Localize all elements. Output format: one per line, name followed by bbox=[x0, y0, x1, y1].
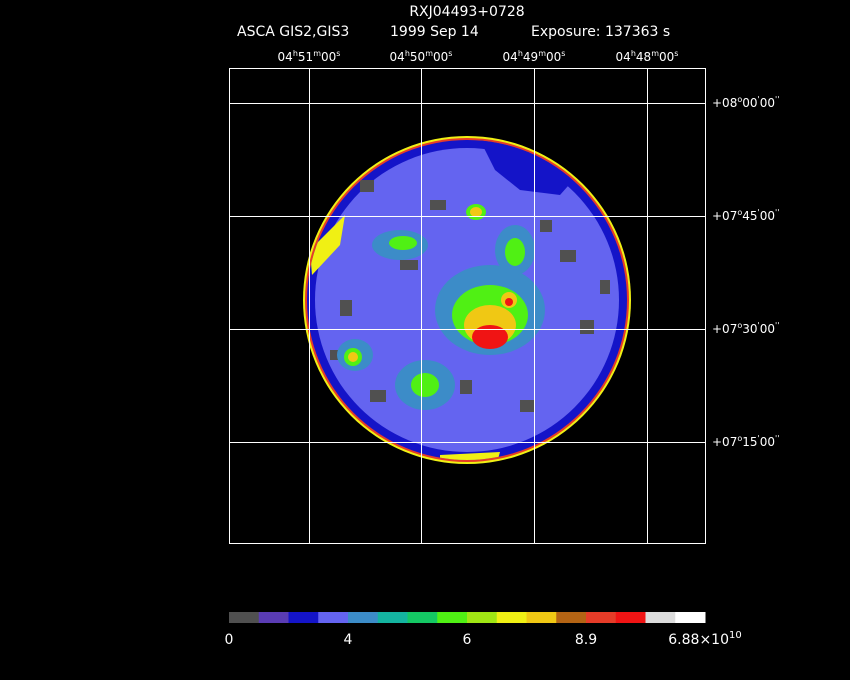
colorbar-label: 0 bbox=[225, 632, 234, 648]
unit-sup: h bbox=[405, 49, 410, 58]
unit-sup: s bbox=[674, 49, 678, 58]
colorbar-swatch bbox=[288, 612, 319, 623]
unit-sup: o bbox=[737, 434, 742, 443]
unit-sup: o bbox=[737, 95, 742, 104]
value-part: 48 bbox=[636, 50, 651, 64]
unit-sup: m bbox=[538, 49, 546, 58]
unit-sup: s bbox=[561, 49, 565, 58]
coordinate-label: +08o00'00'' bbox=[712, 95, 779, 110]
unit-sup: o bbox=[737, 208, 742, 217]
title: RXJ04493+0728 bbox=[409, 4, 524, 20]
unit-sup: h bbox=[518, 49, 523, 58]
value-part: 04 bbox=[278, 50, 293, 64]
colorbar-swatch bbox=[556, 612, 587, 623]
unit-sup: ' bbox=[758, 434, 760, 443]
value-part: 00 bbox=[742, 96, 757, 110]
value-part: 51 bbox=[298, 50, 313, 64]
colorbar-swatch bbox=[675, 612, 706, 623]
value-part: +08 bbox=[712, 96, 737, 110]
unit-sup: s bbox=[336, 49, 340, 58]
unit-sup: m bbox=[313, 49, 321, 58]
unit-sup: m bbox=[651, 49, 659, 58]
unit-sup: o bbox=[737, 321, 742, 330]
coordinate-label: +07o15'00'' bbox=[712, 434, 779, 449]
unit-sup: m bbox=[425, 49, 433, 58]
colorbar-swatch bbox=[377, 612, 408, 623]
value-part: 45 bbox=[742, 209, 757, 223]
unit-sup: h bbox=[631, 49, 636, 58]
label-base: 6.88×10 bbox=[668, 632, 729, 648]
colorbar-swatch bbox=[467, 612, 498, 623]
colorbar-swatch bbox=[437, 612, 468, 623]
colorbar-swatch bbox=[258, 612, 289, 623]
colorbar-label: 6 bbox=[463, 632, 472, 648]
colorbar: 0 4 6 8.9 6.88×1010 bbox=[225, 612, 742, 648]
value-part: 04 bbox=[616, 50, 631, 64]
label-exponent: 10 bbox=[729, 630, 742, 641]
colorbar-swatch bbox=[229, 612, 260, 623]
coordinate-label: 04h48m00s bbox=[616, 49, 679, 64]
coordinate-label: 04h50m00s bbox=[390, 49, 453, 64]
colorbar-swatch bbox=[645, 612, 676, 623]
colorbar-label: 6.88×1010 bbox=[668, 630, 741, 648]
unit-sup: ' bbox=[758, 95, 760, 104]
coordinate-grid bbox=[229, 68, 706, 544]
unit-sup: ' bbox=[758, 208, 760, 217]
value-part: +07 bbox=[712, 322, 737, 336]
exposure: Exposure: 137363 s bbox=[531, 24, 670, 40]
colorbar-label: 4 bbox=[344, 632, 353, 648]
unit-sup: '' bbox=[775, 321, 779, 330]
coordinate-label: 04h49m00s bbox=[503, 49, 566, 64]
instrument: ASCA GIS2,GIS3 bbox=[237, 24, 349, 40]
value-part: 00 bbox=[760, 209, 775, 223]
value-part: 50 bbox=[410, 50, 425, 64]
colorbar-swatch bbox=[407, 612, 438, 623]
value-part: 15 bbox=[742, 435, 757, 449]
colorbar-swatch bbox=[318, 612, 349, 623]
colorbar-label: 8.9 bbox=[575, 632, 597, 648]
value-part: 00 bbox=[760, 435, 775, 449]
value-part: 30 bbox=[742, 322, 757, 336]
value-part: +07 bbox=[712, 209, 737, 223]
value-part: 00 bbox=[546, 50, 561, 64]
colorbar-swatch bbox=[496, 612, 527, 623]
unit-sup: '' bbox=[775, 434, 779, 443]
ra-labels: 04h51m00s 04h50m00s 04h49m00s 04h48m00s bbox=[278, 49, 679, 64]
value-part: 00 bbox=[760, 322, 775, 336]
colorbar-swatch bbox=[586, 612, 617, 623]
value-part: 49 bbox=[523, 50, 538, 64]
unit-sup: '' bbox=[775, 95, 779, 104]
coordinate-label: 04h51m00s bbox=[278, 49, 341, 64]
value-part: 00 bbox=[321, 50, 336, 64]
value-part: 04 bbox=[390, 50, 405, 64]
colorbar-swatch bbox=[615, 612, 646, 623]
unit-sup: ' bbox=[758, 321, 760, 330]
value-part: 00 bbox=[433, 50, 448, 64]
value-part: 00 bbox=[659, 50, 674, 64]
unit-sup: '' bbox=[775, 208, 779, 217]
coordinate-label: +07o30'00'' bbox=[712, 321, 779, 336]
value-part: 04 bbox=[503, 50, 518, 64]
unit-sup: s bbox=[448, 49, 452, 58]
dec-labels: +08o00'00''+07o45'00''+07o30'00''+07o15'… bbox=[712, 95, 779, 449]
value-part: +07 bbox=[712, 435, 737, 449]
value-part: 00 bbox=[760, 96, 775, 110]
coordinate-label: +07o45'00'' bbox=[712, 208, 779, 223]
unit-sup: h bbox=[293, 49, 298, 58]
colorbar-swatch bbox=[348, 612, 379, 623]
date: 1999 Sep 14 bbox=[390, 24, 479, 40]
colorbar-swatch bbox=[526, 612, 557, 623]
xray-image bbox=[303, 136, 631, 464]
